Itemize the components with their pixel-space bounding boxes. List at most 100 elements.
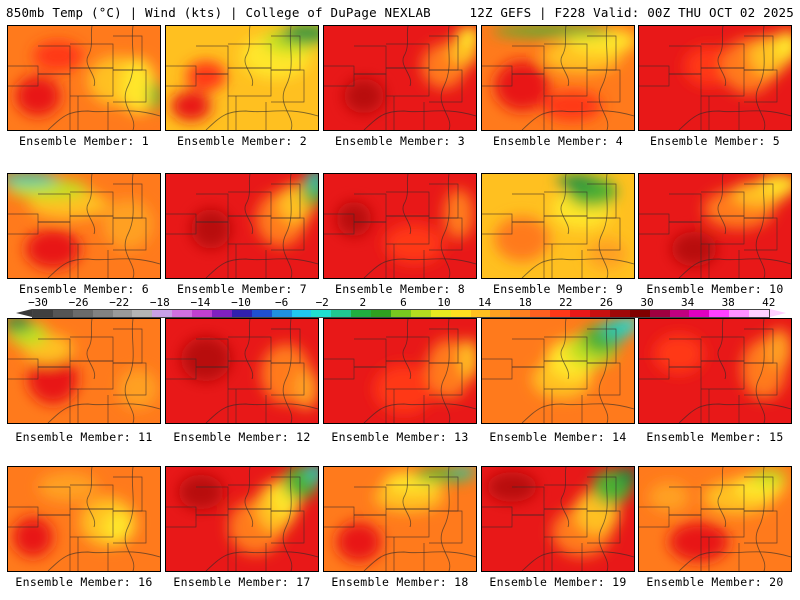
- ensemble-member-map: [481, 173, 635, 279]
- ensemble-member-label: Ensemble Member: 13: [331, 430, 469, 444]
- colorbar-swatch: [589, 310, 610, 317]
- ensemble-member-map: [7, 25, 161, 131]
- colorbar-swatch: [391, 310, 411, 317]
- colorbar-swatch: [92, 310, 113, 317]
- colorbar-label: 18: [518, 296, 532, 309]
- ensemble-member-label: Ensemble Member: 8: [334, 282, 466, 296]
- colorbar-label: 30: [640, 296, 654, 309]
- ensemble-member-map: [323, 25, 477, 131]
- ensemble-member-label: Ensemble Member: 2: [176, 134, 308, 148]
- valid-time: 12Z GEFS | F228 Valid: 00Z THU OCT 02 20…: [469, 5, 794, 20]
- colorbar-swatch: [709, 310, 730, 317]
- colorbar-swatch: [689, 310, 710, 317]
- temperature-map: [639, 467, 791, 571]
- colorbar-label: 38: [721, 296, 735, 309]
- temperature-map: [482, 26, 634, 130]
- colorbar-swatch: [749, 310, 769, 317]
- ensemble-member-label: Ensemble Member: 20: [646, 575, 784, 589]
- ensemble-member-map: [323, 318, 477, 424]
- colorbar-label: −6: [274, 296, 289, 309]
- ensemble-member-label: Ensemble Member: 5: [649, 134, 781, 148]
- ensemble-member-label: Ensemble Member: 4: [492, 134, 624, 148]
- temperature-map: [166, 26, 318, 130]
- colorbar-label: 10: [437, 296, 451, 309]
- ensemble-member-label: Ensemble Member: 1: [18, 134, 150, 148]
- temperature-map: [324, 319, 476, 423]
- colorbar-label: −14: [190, 296, 211, 309]
- temperature-map: [482, 319, 634, 423]
- colorbar: −30 −26 −22 −18 −14 −10 −6 −2 2 6 10 14 18 22 26 30 34 38…: [8, 296, 792, 320]
- colorbar-swatch: [192, 310, 213, 317]
- colorbar-swatch: [271, 310, 292, 317]
- colorbar-low-arrow: [16, 309, 32, 317]
- ensemble-member-map: [165, 173, 319, 279]
- colorbar-label: 42: [762, 296, 776, 309]
- ensemble-member-label: Ensemble Member: 16: [15, 575, 153, 589]
- colorbar-swatch: [52, 310, 73, 317]
- colorbar-swatch: [132, 310, 153, 317]
- product-title: 850mb Temp (°C) | Wind (kts) | College o…: [6, 5, 431, 20]
- colorbar-swatch: [729, 310, 750, 317]
- colorbar-swatch: [450, 310, 471, 317]
- colorbar-swatch: [371, 310, 392, 317]
- temperature-map: [166, 174, 318, 278]
- colorbar-swatch: [510, 310, 531, 317]
- colorbar-swatch: [629, 310, 650, 317]
- temperature-map: [8, 174, 160, 278]
- ensemble-member-label: Ensemble Member: 18: [331, 575, 469, 589]
- colorbar-label: 34: [680, 296, 695, 309]
- ensemble-member-map: [323, 173, 477, 279]
- colorbar-label: 22: [559, 296, 573, 309]
- ensemble-member-label: Ensemble Member: 3: [334, 134, 466, 148]
- colorbar-swatch: [251, 310, 272, 317]
- colorbar-label: 2: [359, 296, 367, 309]
- temperature-map: [8, 467, 160, 571]
- ensemble-member-map: [165, 318, 319, 424]
- temperature-map: [639, 26, 791, 130]
- colorbar-swatch: [530, 310, 551, 317]
- colorbar-swatch: [609, 310, 630, 317]
- colorbar-swatch: [570, 310, 590, 317]
- colorbar-swatch: [669, 310, 690, 317]
- header: 850mb Temp (°C) | Wind (kts) | College o…: [6, 3, 794, 21]
- ensemble-member-map: [165, 25, 319, 131]
- temperature-map: [639, 319, 791, 423]
- ensemble-member-label: Ensemble Member: 14: [489, 430, 627, 444]
- ensemble-member-label: Ensemble Member: 15: [646, 430, 784, 444]
- ensemble-member-label: Ensemble Member: 11: [15, 430, 153, 444]
- ensemble-member-map: [323, 466, 477, 572]
- ensemble-member-map: [481, 466, 635, 572]
- colorbar-label: −22: [109, 296, 130, 309]
- ensemble-member-map: [638, 318, 792, 424]
- colorbar-swatch: [72, 310, 93, 317]
- colorbar-swatch: [490, 310, 511, 317]
- ensemble-member-map: [481, 318, 635, 424]
- colorbar-swatch: [430, 310, 451, 317]
- colorbar-swatch: [112, 310, 133, 317]
- ensemble-member-map: [638, 25, 792, 131]
- temperature-map: [8, 26, 160, 130]
- ensemble-member-label: Ensemble Member: 6: [18, 282, 150, 296]
- colorbar-label: 26: [599, 296, 614, 309]
- ensemble-member-label: Ensemble Member: 17: [173, 575, 311, 589]
- ensemble-member-map: [481, 25, 635, 131]
- temperature-map: [324, 26, 476, 130]
- colorbar-swatch: [410, 310, 431, 317]
- colorbar-swatch: [33, 310, 53, 317]
- colorbar-label: −18: [149, 296, 170, 309]
- colorbar-swatch: [331, 310, 352, 317]
- colorbar-swatch: [212, 310, 232, 317]
- ensemble-member-label: Ensemble Member: 10: [646, 282, 784, 296]
- ensemble-member-label: Ensemble Member: 9: [492, 282, 624, 296]
- temperature-map: [482, 174, 634, 278]
- colorbar-label: 14: [477, 296, 492, 309]
- ensemble-member-map: [638, 466, 792, 572]
- ensemble-member-label: Ensemble Member: 19: [489, 575, 627, 589]
- temperature-map: [324, 174, 476, 278]
- colorbar-label: −26: [68, 296, 89, 309]
- temperature-map: [166, 467, 318, 571]
- colorbar-label: 6: [400, 296, 407, 309]
- colorbar-swatch: [291, 310, 312, 317]
- colorbar-swatch: [550, 310, 571, 317]
- temperature-map: [324, 467, 476, 571]
